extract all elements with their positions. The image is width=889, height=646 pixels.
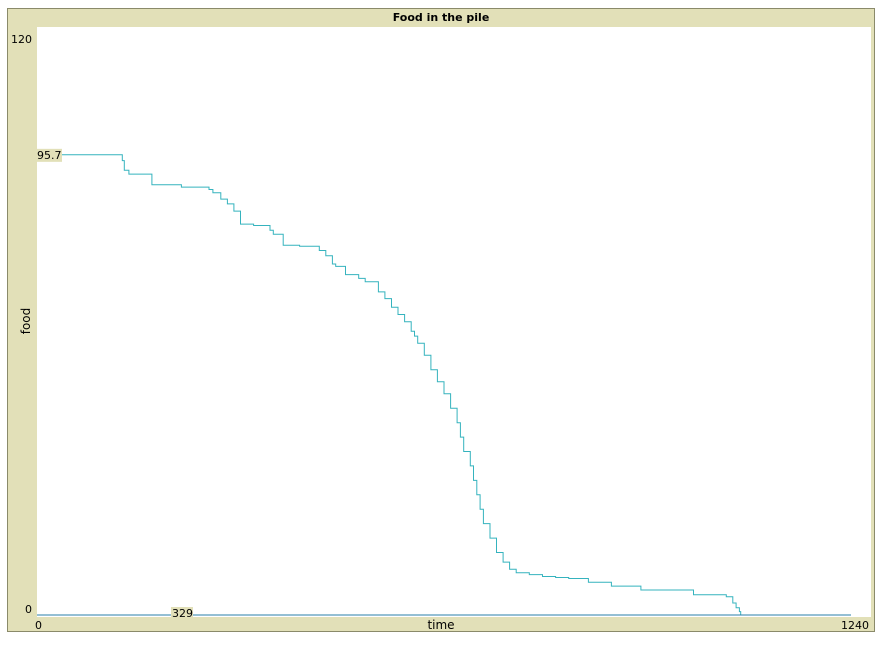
annotation-layer: 95.7 329 <box>36 148 193 620</box>
plot-area <box>37 27 871 617</box>
y-axis-title: food <box>19 308 33 335</box>
x-tick-label-min: 0 <box>35 619 42 632</box>
series-line-1 <box>37 154 851 616</box>
chart-title: Food in the pile <box>392 11 490 24</box>
annotation-1: 95.7 <box>36 148 62 162</box>
y-tick-label-max: 120 <box>11 33 32 46</box>
annotation-label: 95.7 <box>37 149 62 162</box>
annotation-background <box>36 148 62 162</box>
annotation-2: 329 <box>170 607 193 620</box>
annotation-label: 329 <box>172 607 193 620</box>
y-tick-label-min: 0 <box>25 603 32 616</box>
annotation-background <box>170 607 193 620</box>
x-axis-title: time <box>427 618 454 632</box>
x-tick-label-max: 1240 <box>841 619 869 632</box>
